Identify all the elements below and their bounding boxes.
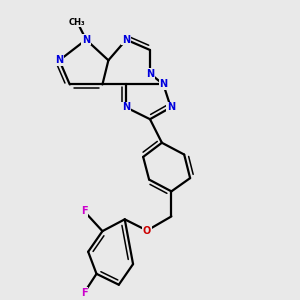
Text: F: F [81,288,87,298]
Text: N: N [159,80,167,89]
Text: F: F [81,206,87,216]
Text: N: N [146,68,154,79]
Text: CH₃: CH₃ [69,17,85,26]
Text: N: N [122,102,130,112]
Text: N: N [167,102,175,112]
Text: O: O [143,226,151,236]
Text: N: N [122,35,130,45]
Text: N: N [55,55,63,65]
Text: N: N [82,35,90,45]
